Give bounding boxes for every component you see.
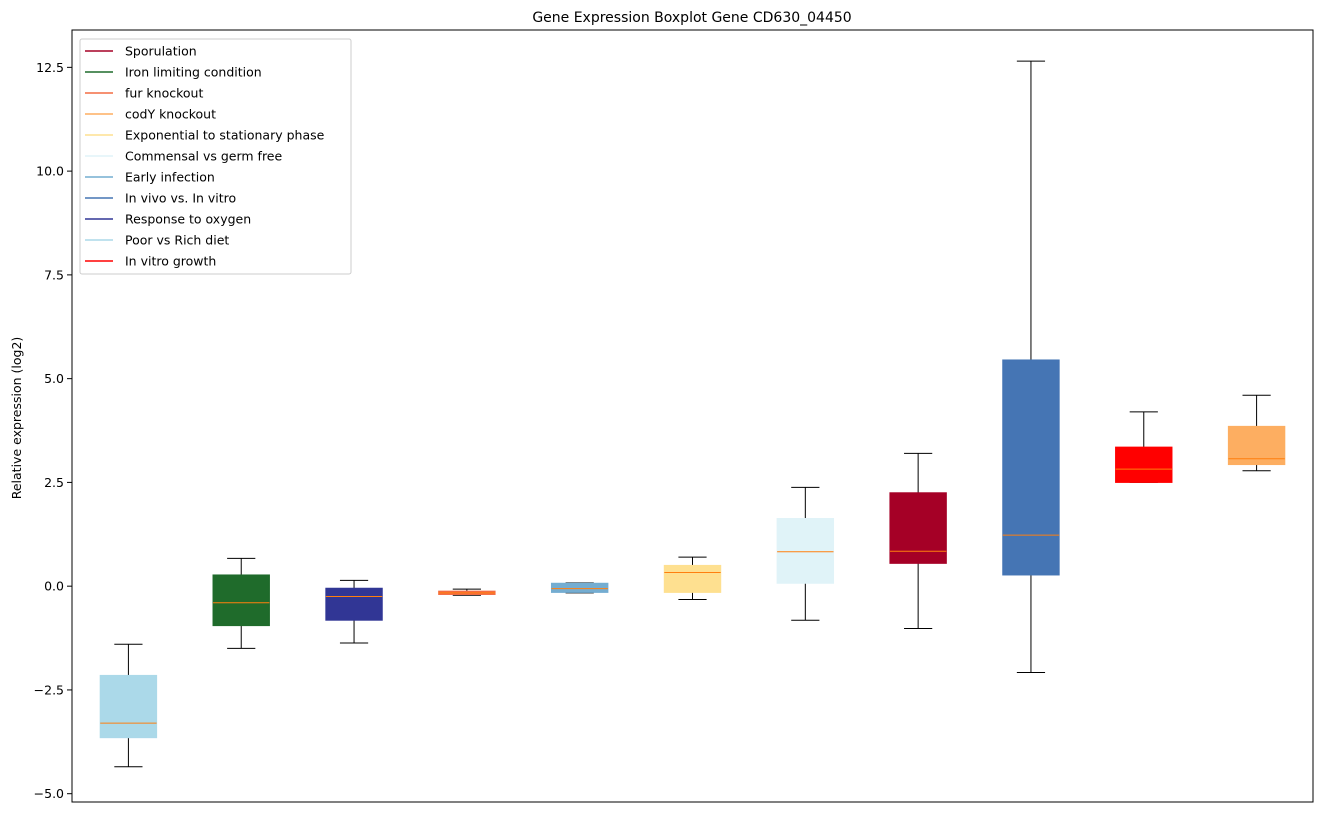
box-group bbox=[889, 452, 947, 630]
iqr-box bbox=[1002, 359, 1060, 576]
legend-label: fur knockout bbox=[125, 86, 203, 101]
boxes-layer bbox=[99, 60, 1286, 768]
iqr-box bbox=[1227, 425, 1286, 466]
box-group bbox=[325, 579, 383, 644]
y-tick-label: −5.0 bbox=[34, 786, 64, 801]
plot-frame bbox=[71, 29, 1314, 803]
legend-label: Sporulation bbox=[125, 44, 197, 59]
box-group bbox=[1227, 394, 1286, 472]
iqr-box bbox=[663, 564, 722, 593]
iqr-box bbox=[1115, 446, 1173, 483]
y-tick-label: 12.5 bbox=[36, 60, 64, 75]
legend-label: Commensal vs germ free bbox=[125, 149, 282, 164]
y-axis: −5.0 −2.5 0.0 2.5 5.0 7.5 10.0 12.5 bbox=[34, 60, 72, 801]
y-axis-label: Relative expression (log2) bbox=[9, 337, 24, 500]
iqr-box bbox=[550, 582, 609, 593]
box-group bbox=[212, 557, 270, 649]
y-tick-label: 2.5 bbox=[44, 475, 64, 490]
box-group bbox=[438, 588, 496, 596]
iqr-box bbox=[889, 492, 947, 564]
chart-title: Gene Expression Boxplot Gene CD630_04450 bbox=[532, 10, 851, 26]
legend-label: In vitro growth bbox=[125, 254, 216, 269]
legend-label: codY knockout bbox=[125, 107, 216, 122]
box-group bbox=[99, 643, 158, 768]
legend-frame bbox=[79, 38, 352, 275]
box-group bbox=[1115, 411, 1173, 483]
iqr-box bbox=[99, 674, 158, 739]
box-group bbox=[663, 556, 722, 600]
y-tick-label: 7.5 bbox=[44, 267, 64, 282]
legend: Sporulation Iron limiting condition fur kn… bbox=[79, 38, 352, 275]
box-group bbox=[550, 582, 609, 594]
y-tick-label: −2.5 bbox=[34, 682, 64, 697]
box-group bbox=[1002, 60, 1060, 674]
legend-label: In vivo vs. In vitro bbox=[125, 191, 236, 206]
legend-label: Early infection bbox=[125, 170, 215, 185]
legend-label: Exponential to stationary phase bbox=[125, 128, 325, 143]
iqr-box bbox=[776, 518, 835, 584]
box-group bbox=[776, 486, 835, 621]
legend-label: Poor vs Rich diet bbox=[125, 233, 229, 248]
y-tick-label: 5.0 bbox=[44, 371, 64, 386]
iqr-box bbox=[325, 587, 383, 621]
legend-label: Response to oxygen bbox=[125, 212, 251, 227]
legend-label: Iron limiting condition bbox=[125, 65, 262, 80]
y-tick-label: 10.0 bbox=[36, 164, 64, 179]
y-tick-label: 0.0 bbox=[44, 579, 64, 594]
iqr-box bbox=[212, 574, 270, 627]
